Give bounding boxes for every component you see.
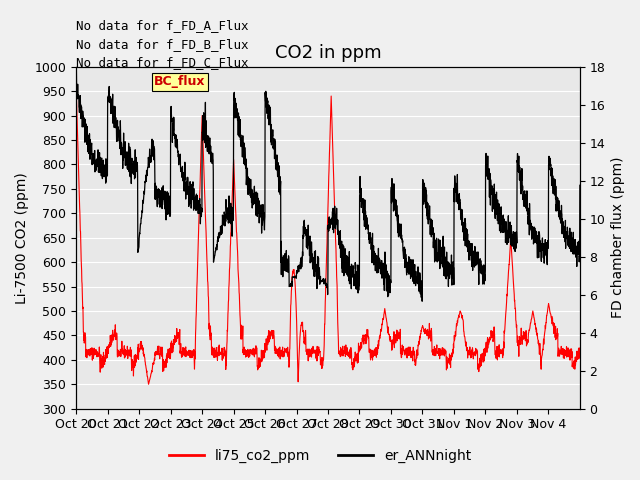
Legend: li75_co2_ppm, er_ANNnight: li75_co2_ppm, er_ANNnight: [163, 443, 477, 468]
Title: CO2 in ppm: CO2 in ppm: [275, 45, 381, 62]
Text: No data for f_FD_A_Flux: No data for f_FD_A_Flux: [76, 19, 249, 32]
Text: No data for f_FD_B_Flux: No data for f_FD_B_Flux: [76, 37, 249, 51]
Y-axis label: FD chamber flux (ppm): FD chamber flux (ppm): [611, 157, 625, 318]
Text: No data for f_FD_C_Flux: No data for f_FD_C_Flux: [76, 57, 249, 70]
Text: BC_flux: BC_flux: [154, 75, 205, 88]
Y-axis label: Li-7500 CO2 (ppm): Li-7500 CO2 (ppm): [15, 172, 29, 303]
